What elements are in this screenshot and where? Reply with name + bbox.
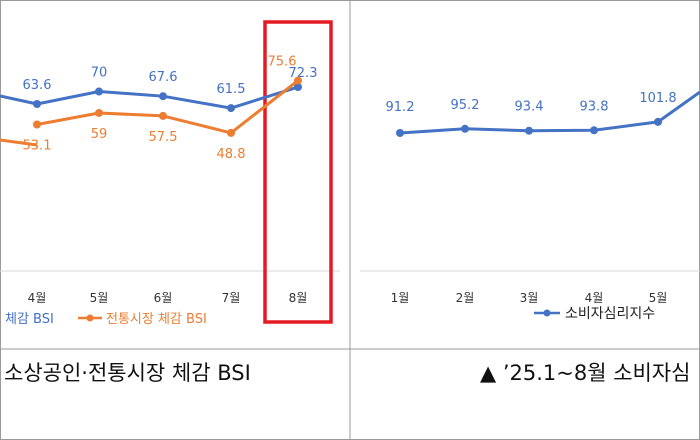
x-tick-label: 8월 bbox=[289, 291, 308, 305]
legend-label-series-2: 전통시장 체감 BSI bbox=[106, 312, 207, 327]
data-label: 101.8 bbox=[639, 91, 676, 106]
data-point bbox=[294, 76, 302, 85]
x-tick-label: 1월 bbox=[391, 291, 410, 305]
data-point bbox=[33, 120, 41, 129]
data-point bbox=[461, 124, 469, 133]
data-label: 95.2 bbox=[451, 98, 480, 113]
data-point bbox=[227, 128, 235, 137]
august-highlight-box bbox=[263, 20, 333, 324]
legend-label-consumer-index: 소비자심리지수 bbox=[565, 306, 655, 322]
legend-marker-dot bbox=[86, 314, 94, 322]
data-label: 59 bbox=[91, 127, 108, 142]
series-line-lead-in bbox=[0, 94, 38, 106]
legend-label-series-1: 체감 BSI bbox=[5, 312, 54, 327]
data-label: 91.2 bbox=[386, 100, 415, 115]
x-tick-label: 5월 bbox=[90, 291, 109, 305]
data-point bbox=[396, 129, 404, 137]
right-chart-caption: ▲ ’25.1~8월 소비자심 bbox=[480, 361, 691, 385]
data-point bbox=[95, 87, 103, 96]
series-line-lead-in bbox=[0, 138, 38, 147]
x-tick-label: 7월 bbox=[222, 291, 241, 305]
data-point bbox=[294, 83, 302, 92]
data-label: 93.4 bbox=[515, 100, 544, 115]
x-tick-label: 3월 bbox=[520, 291, 539, 305]
x-tick-label: 4월 bbox=[28, 291, 47, 305]
series-line-lead-out bbox=[657, 90, 700, 124]
data-label: 93.8 bbox=[580, 99, 609, 114]
data-label: 75.6 bbox=[268, 55, 297, 70]
data-point bbox=[159, 92, 167, 101]
data-point bbox=[95, 108, 103, 117]
left-legend: 체감 BSI 전통시장 체감 BSI bbox=[5, 312, 207, 327]
data-label: 70 bbox=[91, 66, 108, 81]
data-point bbox=[525, 126, 533, 135]
data-label: 61.5 bbox=[217, 82, 246, 97]
x-tick-label: 2월 bbox=[456, 291, 475, 305]
left-chart-caption: 소상공인·전통시장 체감 BSI bbox=[4, 361, 251, 385]
legend-marker-dot bbox=[543, 309, 551, 317]
data-point bbox=[159, 111, 167, 120]
data-label: 63.6 bbox=[23, 78, 52, 93]
right-legend: 소비자심리지수 bbox=[534, 306, 655, 322]
data-label: 67.6 bbox=[149, 70, 178, 85]
data-point bbox=[227, 104, 235, 113]
data-label: 53.1 bbox=[23, 139, 52, 154]
x-tick-label: 6월 bbox=[154, 291, 173, 305]
x-tick-label: 4월 bbox=[585, 291, 604, 305]
x-tick-label: 5월 bbox=[649, 291, 668, 305]
data-label: 57.5 bbox=[149, 130, 178, 145]
data-point bbox=[590, 126, 598, 135]
data-label: 48.8 bbox=[217, 147, 246, 162]
right-plot-area: 1월 2월 3월 4월 5월 91.2 95.2 93.4 93.8 101.8 bbox=[386, 90, 700, 305]
